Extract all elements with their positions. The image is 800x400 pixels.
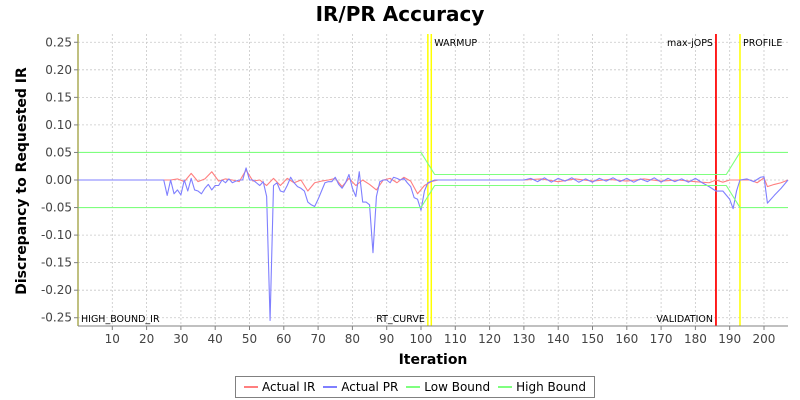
legend-item: Low Bound xyxy=(406,380,490,394)
x-tick-label: 40 xyxy=(208,332,223,346)
x-tick-label: 190 xyxy=(718,332,741,346)
legend-swatch xyxy=(498,386,513,388)
x-tick-label: 60 xyxy=(276,332,291,346)
chart-title: IR/PR Accuracy xyxy=(315,2,485,26)
legend-label: Low Bound xyxy=(424,380,491,394)
y-axis-label: Discrepancy to Requested IR xyxy=(14,67,30,295)
legend-item: Actual IR xyxy=(244,380,315,394)
y-tick-label: 0.05 xyxy=(45,145,72,159)
x-tick-label: 150 xyxy=(581,332,604,346)
legend-label: Actual PR xyxy=(341,380,399,394)
y-tick-label: 0.25 xyxy=(45,35,72,49)
x-tick-label: 140 xyxy=(547,332,570,346)
event-marker-label: RT_CURVE xyxy=(376,314,425,325)
x-tick-label: 160 xyxy=(615,332,638,346)
y-tick-label: 0.15 xyxy=(45,90,72,104)
x-tick-label: 70 xyxy=(310,332,325,346)
legend-item: High Bound xyxy=(498,380,586,394)
x-tick-label: 10 xyxy=(105,332,120,346)
x-tick-label: 170 xyxy=(650,332,673,346)
series-line xyxy=(78,184,788,209)
event-marker-label: WARMUP xyxy=(434,38,477,49)
series-line xyxy=(78,167,789,322)
legend: Actual IR Actual PR Low Bound High Bound xyxy=(235,376,595,398)
x-tick-label: 50 xyxy=(242,332,257,346)
y-tick-label: 0.20 xyxy=(45,63,72,77)
event-marker-label: VALIDATION xyxy=(656,314,713,325)
x-axis-label: Iteration xyxy=(399,352,468,368)
event-marker-label: max-jOPS xyxy=(667,38,713,49)
legend-label: High Bound xyxy=(516,380,586,394)
x-tick-label: 90 xyxy=(379,332,394,346)
x-tick-label: 30 xyxy=(173,332,188,346)
x-tick-label: 100 xyxy=(410,332,433,346)
x-tick-label: 20 xyxy=(139,332,154,346)
legend-swatch xyxy=(323,386,338,388)
legend-label: Actual IR xyxy=(262,380,316,394)
x-tick-label: 80 xyxy=(345,332,360,346)
y-tick-label: 0.00 xyxy=(45,173,72,187)
event-marker-label: PROFILE xyxy=(743,38,782,49)
x-tick-label: 180 xyxy=(684,332,707,346)
x-tick-label: 130 xyxy=(512,332,535,346)
x-tick-label: 200 xyxy=(753,332,776,346)
legend-swatch xyxy=(244,386,258,388)
y-tick-label: -0.05 xyxy=(41,201,72,215)
event-marker-label: HIGH_BOUND_IR xyxy=(81,314,160,325)
y-tick-label: -0.10 xyxy=(41,228,72,242)
y-tick-label: -0.25 xyxy=(41,311,72,325)
legend-item: Actual PR xyxy=(323,380,398,394)
y-tick-label: -0.15 xyxy=(41,256,72,270)
x-tick-label: 120 xyxy=(478,332,501,346)
x-tick-label: 110 xyxy=(444,332,467,346)
legend-swatch xyxy=(406,386,421,388)
series-line xyxy=(78,151,788,176)
y-tick-label: -0.20 xyxy=(41,283,72,297)
y-tick-label: 0.10 xyxy=(45,118,72,132)
